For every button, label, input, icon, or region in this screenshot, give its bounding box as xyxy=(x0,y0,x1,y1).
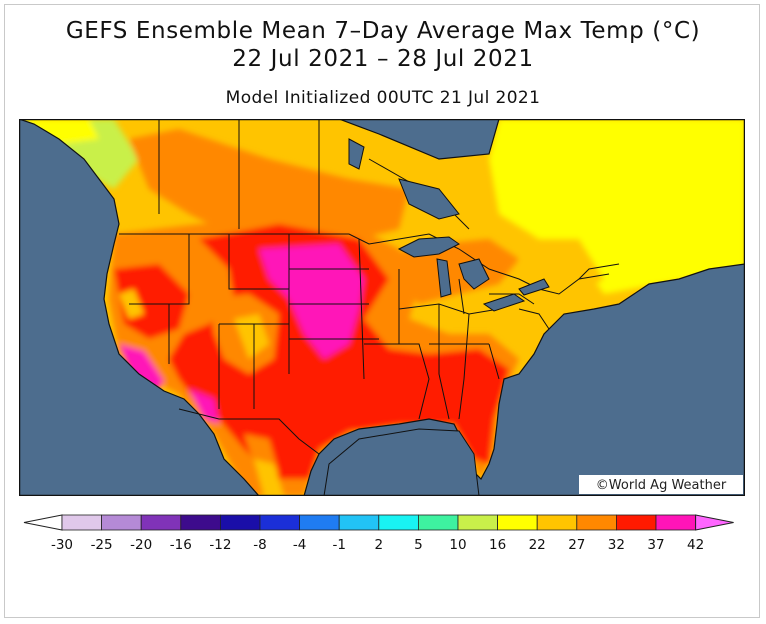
legend-swatch xyxy=(457,514,498,531)
legend-swatch xyxy=(417,514,459,531)
legend-swatch xyxy=(219,514,261,531)
legend-swatch xyxy=(655,514,696,531)
temperature-map: ©World Ag Weather xyxy=(19,119,745,496)
legend-label: 2 xyxy=(375,537,384,552)
legend-label: -8 xyxy=(253,537,266,552)
legend-swatch xyxy=(378,514,419,531)
legend-swatch xyxy=(536,514,578,531)
model-init-text: Model Initialized 00UTC 21 Jul 2021 xyxy=(225,88,541,108)
legend-label: -1 xyxy=(332,537,345,552)
legend-label: -30 xyxy=(51,537,73,552)
copyright-text: ©World Ag Weather xyxy=(596,478,727,493)
map-title: GEFS Ensemble Mean 7–Day Average Max Tem… xyxy=(65,18,701,44)
gulf-region xyxy=(323,428,480,496)
legend-arrow-high xyxy=(695,514,734,531)
legend-swatch xyxy=(338,514,380,531)
legend-label: -12 xyxy=(209,537,231,552)
legend-label: 32 xyxy=(608,537,625,552)
legend-swatch xyxy=(61,514,102,531)
legend-swatch xyxy=(576,514,617,531)
legend-label: 37 xyxy=(647,537,664,552)
legend-arrow-low xyxy=(23,514,63,531)
map-border xyxy=(19,119,745,496)
color-scale-legend: -30 -25 -20 -16 -12 -8 -4 -1 2 5 10 16 22 27 32 37 42 xyxy=(23,514,734,552)
date-range: 22 Jul 2021 – 28 Jul 2021 xyxy=(232,46,534,72)
legend-swatch xyxy=(101,514,142,531)
legend-label: 27 xyxy=(568,537,585,552)
legend-label: 22 xyxy=(529,537,546,552)
political-boundaries xyxy=(19,119,745,496)
legend-label: 10 xyxy=(449,537,466,552)
great-lakes xyxy=(348,138,550,312)
legend-label: 16 xyxy=(489,537,506,552)
legend-label: -16 xyxy=(170,537,192,552)
legend-label: 42 xyxy=(687,537,704,552)
copyright-badge: ©World Ag Weather xyxy=(579,475,743,494)
legend-label: -25 xyxy=(91,537,113,552)
legend-swatch xyxy=(180,514,221,531)
legend-swatch xyxy=(497,514,538,531)
legend-label: -20 xyxy=(130,537,152,552)
legend-swatch xyxy=(299,514,340,531)
legend-swatch xyxy=(259,514,300,531)
legend-label: 5 xyxy=(414,537,423,552)
legend-label: -4 xyxy=(293,537,306,552)
legend-swatch xyxy=(140,514,182,531)
legend-swatch xyxy=(616,514,657,531)
